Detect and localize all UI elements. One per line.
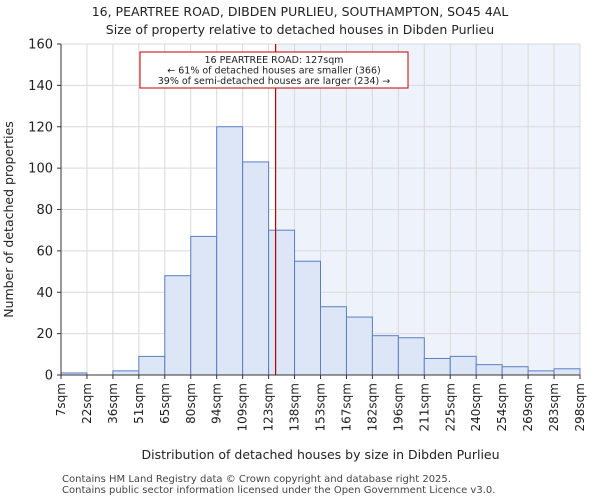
x-tick-label: 51sqm (132, 383, 146, 424)
x-tick-label: 167sqm (339, 383, 353, 431)
histogram-bar (553, 368, 581, 376)
annotation-box (139, 51, 409, 89)
y-tick-label: 20 (36, 327, 53, 342)
histogram-bar (423, 357, 451, 376)
x-tick-label: 298sqm (573, 383, 587, 431)
x-tick-label: 182sqm (365, 383, 379, 431)
x-tick-label: 283sqm (547, 383, 561, 431)
x-tick-label: 80sqm (184, 383, 198, 424)
histogram-bar (449, 355, 477, 376)
y-tick-label: 80 (36, 203, 53, 218)
histogram-bar (268, 229, 296, 376)
x-axis-label: Distribution of detached houses by size … (141, 447, 499, 462)
y-tick-label: 160 (28, 38, 53, 53)
y-tick-label: 40 (36, 286, 53, 301)
chart-subtitle: Size of property relative to detached ho… (105, 22, 495, 37)
x-tick-label: 225sqm (443, 383, 457, 431)
histogram-chart: 0 20 40 60 80 100 120 140 160 7sqm 22sqm 36sqm 51sqm… (1, 38, 587, 463)
histogram-bar (190, 235, 218, 376)
histogram-bar (397, 337, 425, 376)
x-tick-label: 7sqm (54, 383, 68, 416)
annotation-line-2: ← 61% of detached houses are smaller (36… (167, 66, 380, 77)
x-tick-label: 240sqm (469, 383, 483, 431)
x-tick-label: 65sqm (158, 383, 172, 424)
histogram-bar (371, 335, 399, 376)
histogram-bar (527, 370, 555, 376)
x-tick-label: 123sqm (262, 383, 276, 431)
histogram-bar (112, 370, 140, 376)
histogram-bar (216, 126, 244, 376)
x-tick-label: 254sqm (495, 383, 509, 431)
x-tick-label: 22sqm (80, 383, 94, 424)
annotation-line-1: 16 PEARTREE ROAD: 127sqm (205, 55, 344, 66)
histogram-bar (294, 260, 321, 376)
y-tick-label: 120 (28, 120, 53, 135)
y-tick-label: 0 (45, 369, 53, 384)
x-tick-label: 153sqm (314, 383, 328, 431)
histogram-bar (501, 366, 529, 376)
annotation-line-3: 39% of semi-detached houses are larger (… (158, 76, 391, 87)
x-tick-label: 109sqm (236, 383, 250, 431)
histogram-bar (242, 161, 270, 376)
y-tick-label: 100 (28, 162, 53, 177)
y-tick-label: 60 (36, 244, 53, 259)
histogram-bar (475, 364, 503, 376)
x-tick-label: 196sqm (391, 383, 405, 431)
y-tick-label: 140 (28, 79, 53, 94)
x-tick-label: 211sqm (417, 383, 431, 431)
histogram-bar (138, 355, 166, 376)
x-tick-label: 138sqm (288, 383, 302, 431)
x-tick-label: 36sqm (106, 383, 120, 424)
histogram-bar (164, 275, 192, 376)
x-tick-label: 269sqm (521, 383, 535, 431)
footer-licence: Contains public sector information licen… (62, 485, 496, 496)
histogram-bar (320, 306, 347, 376)
footer-copyright: Contains HM Land Registry data © Crown c… (62, 474, 451, 485)
x-tick-label: 94sqm (210, 383, 224, 424)
chart-title: 16, PEARTREE ROAD, DIBDEN PURLIEU, SOUTH… (91, 4, 509, 19)
histogram-bar (345, 316, 373, 376)
y-axis-label: Number of detached properties (1, 121, 16, 318)
